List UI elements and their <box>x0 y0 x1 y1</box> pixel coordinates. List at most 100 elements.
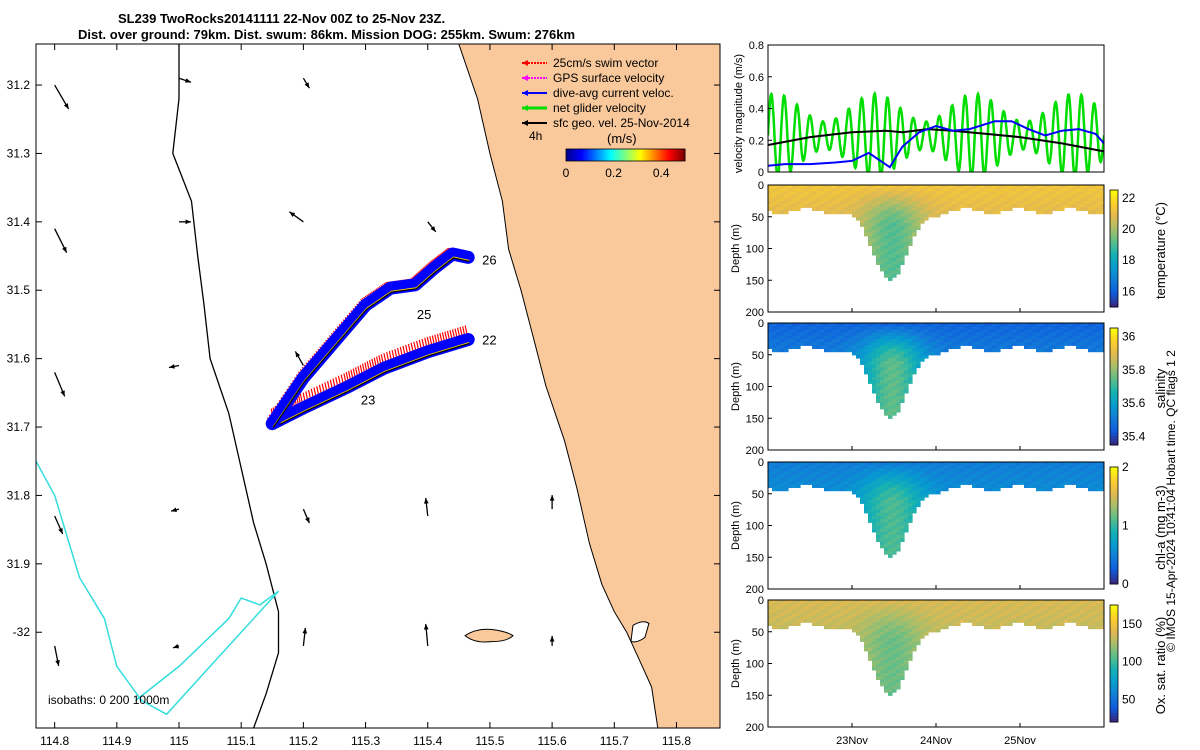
section-cell <box>1080 484 1085 488</box>
section-cell <box>964 462 969 466</box>
section-cell <box>936 474 941 479</box>
section-cell <box>1004 323 1009 327</box>
section-cell <box>896 197 901 202</box>
section-cell <box>992 338 997 343</box>
section-cell <box>1000 326 1005 330</box>
section-cell <box>980 612 985 617</box>
section-cell <box>996 619 1001 623</box>
section-cell <box>844 462 849 466</box>
section-cell <box>844 481 849 485</box>
section-cell <box>912 600 917 604</box>
section-cell <box>1076 207 1081 211</box>
section-cell <box>948 188 953 192</box>
section-cell <box>852 204 857 208</box>
section-cell <box>772 197 777 202</box>
section-cell <box>1096 487 1101 492</box>
section-cell <box>864 462 869 466</box>
section-cell <box>1048 471 1053 476</box>
section-cell <box>952 477 957 482</box>
section-cell <box>880 342 885 346</box>
section-cell <box>872 525 877 530</box>
section-cell <box>932 477 937 482</box>
section-cell <box>912 197 917 202</box>
section-ytick-label: 50 <box>752 627 764 639</box>
section-cell <box>816 342 821 346</box>
track-day-label-26: 26 <box>482 252 496 267</box>
section-cell <box>896 650 901 655</box>
section-cell <box>880 544 885 549</box>
section-cell <box>1092 615 1097 620</box>
section-cell <box>1008 615 1013 620</box>
section-cell <box>944 481 949 485</box>
section-cell <box>912 200 917 205</box>
section-cell <box>896 490 901 495</box>
section-cell <box>884 232 889 237</box>
section-cell <box>1064 194 1069 199</box>
section-cell <box>996 471 1001 476</box>
section-cell <box>920 628 925 633</box>
section-cell <box>808 335 813 340</box>
section-cell <box>880 477 885 482</box>
section-cell <box>908 619 913 623</box>
section-cell <box>820 484 825 488</box>
section-cell <box>872 512 877 517</box>
section-cell <box>892 348 897 353</box>
section-cell <box>884 641 889 646</box>
section-cell <box>896 207 901 211</box>
section-colorbar-cell <box>1110 257 1118 261</box>
section-cell <box>1068 191 1073 196</box>
section-cell <box>884 364 889 369</box>
section-cell <box>940 465 945 469</box>
section-cell <box>924 471 929 476</box>
section-cell <box>856 200 861 205</box>
section-cell <box>916 326 921 330</box>
section-cell <box>828 335 833 340</box>
section-cell <box>884 606 889 611</box>
colorbar-cell <box>663 149 666 161</box>
section-cell <box>872 219 877 224</box>
section-cell <box>1060 481 1065 485</box>
section-cell <box>884 528 889 533</box>
section-cell <box>808 603 813 607</box>
section-cell <box>868 345 873 349</box>
section-cell <box>772 338 777 343</box>
section-cell <box>1000 474 1005 479</box>
section-cell <box>1008 481 1013 485</box>
section-cell <box>900 669 905 674</box>
section-cell <box>944 207 949 211</box>
section-cell <box>1084 204 1089 208</box>
section-cell <box>880 657 885 661</box>
section-cell <box>884 462 889 466</box>
section-cell <box>968 326 973 330</box>
section-cell <box>888 462 893 466</box>
section-colorbar-tick: 0 <box>1122 577 1129 591</box>
section-cell <box>1012 481 1017 485</box>
section-cell <box>900 248 905 253</box>
section-cell <box>1084 462 1089 466</box>
section-cell <box>1000 612 1005 617</box>
section-cell <box>924 606 929 611</box>
section-cell <box>824 471 829 476</box>
section-cell <box>1048 207 1053 211</box>
section-cell <box>836 191 841 196</box>
section-cell <box>972 462 977 466</box>
section-cell <box>924 329 929 334</box>
section-cell <box>840 619 845 623</box>
section-cell <box>816 197 821 202</box>
section-colorbar-frame-2 <box>1109 466 1119 585</box>
section-cell <box>892 541 897 546</box>
section-cell <box>888 554 893 558</box>
section-cell <box>996 345 1001 349</box>
section-cell <box>896 185 901 189</box>
section-cell <box>980 338 985 343</box>
section-cell <box>892 669 897 674</box>
outbound-leg-track-line <box>273 342 470 429</box>
section-cell <box>916 354 921 359</box>
section-cell <box>872 345 877 349</box>
section-cell <box>912 484 917 488</box>
section-cell <box>872 462 877 466</box>
section-cell <box>796 329 801 334</box>
section-cell <box>908 615 913 620</box>
section-cell <box>896 194 901 199</box>
section-cell <box>920 603 925 607</box>
